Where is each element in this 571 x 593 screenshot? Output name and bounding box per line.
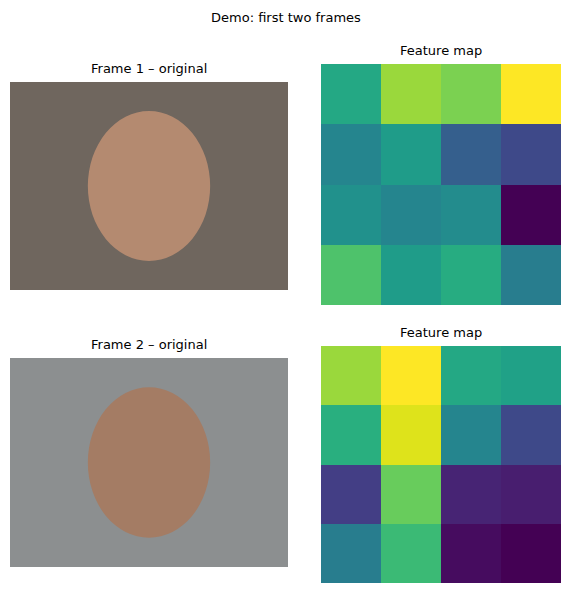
- svg-text:Frame 1 – original: Frame 1 – original: [91, 61, 207, 76]
- svg-text:Demo: first two frames: Demo: first two frames: [211, 10, 361, 25]
- svg-text:Frame 2 – original: Frame 2 – original: [91, 337, 207, 352]
- svg-text:Feature map: Feature map: [400, 43, 482, 58]
- svg-text:Feature map: Feature map: [400, 325, 482, 340]
